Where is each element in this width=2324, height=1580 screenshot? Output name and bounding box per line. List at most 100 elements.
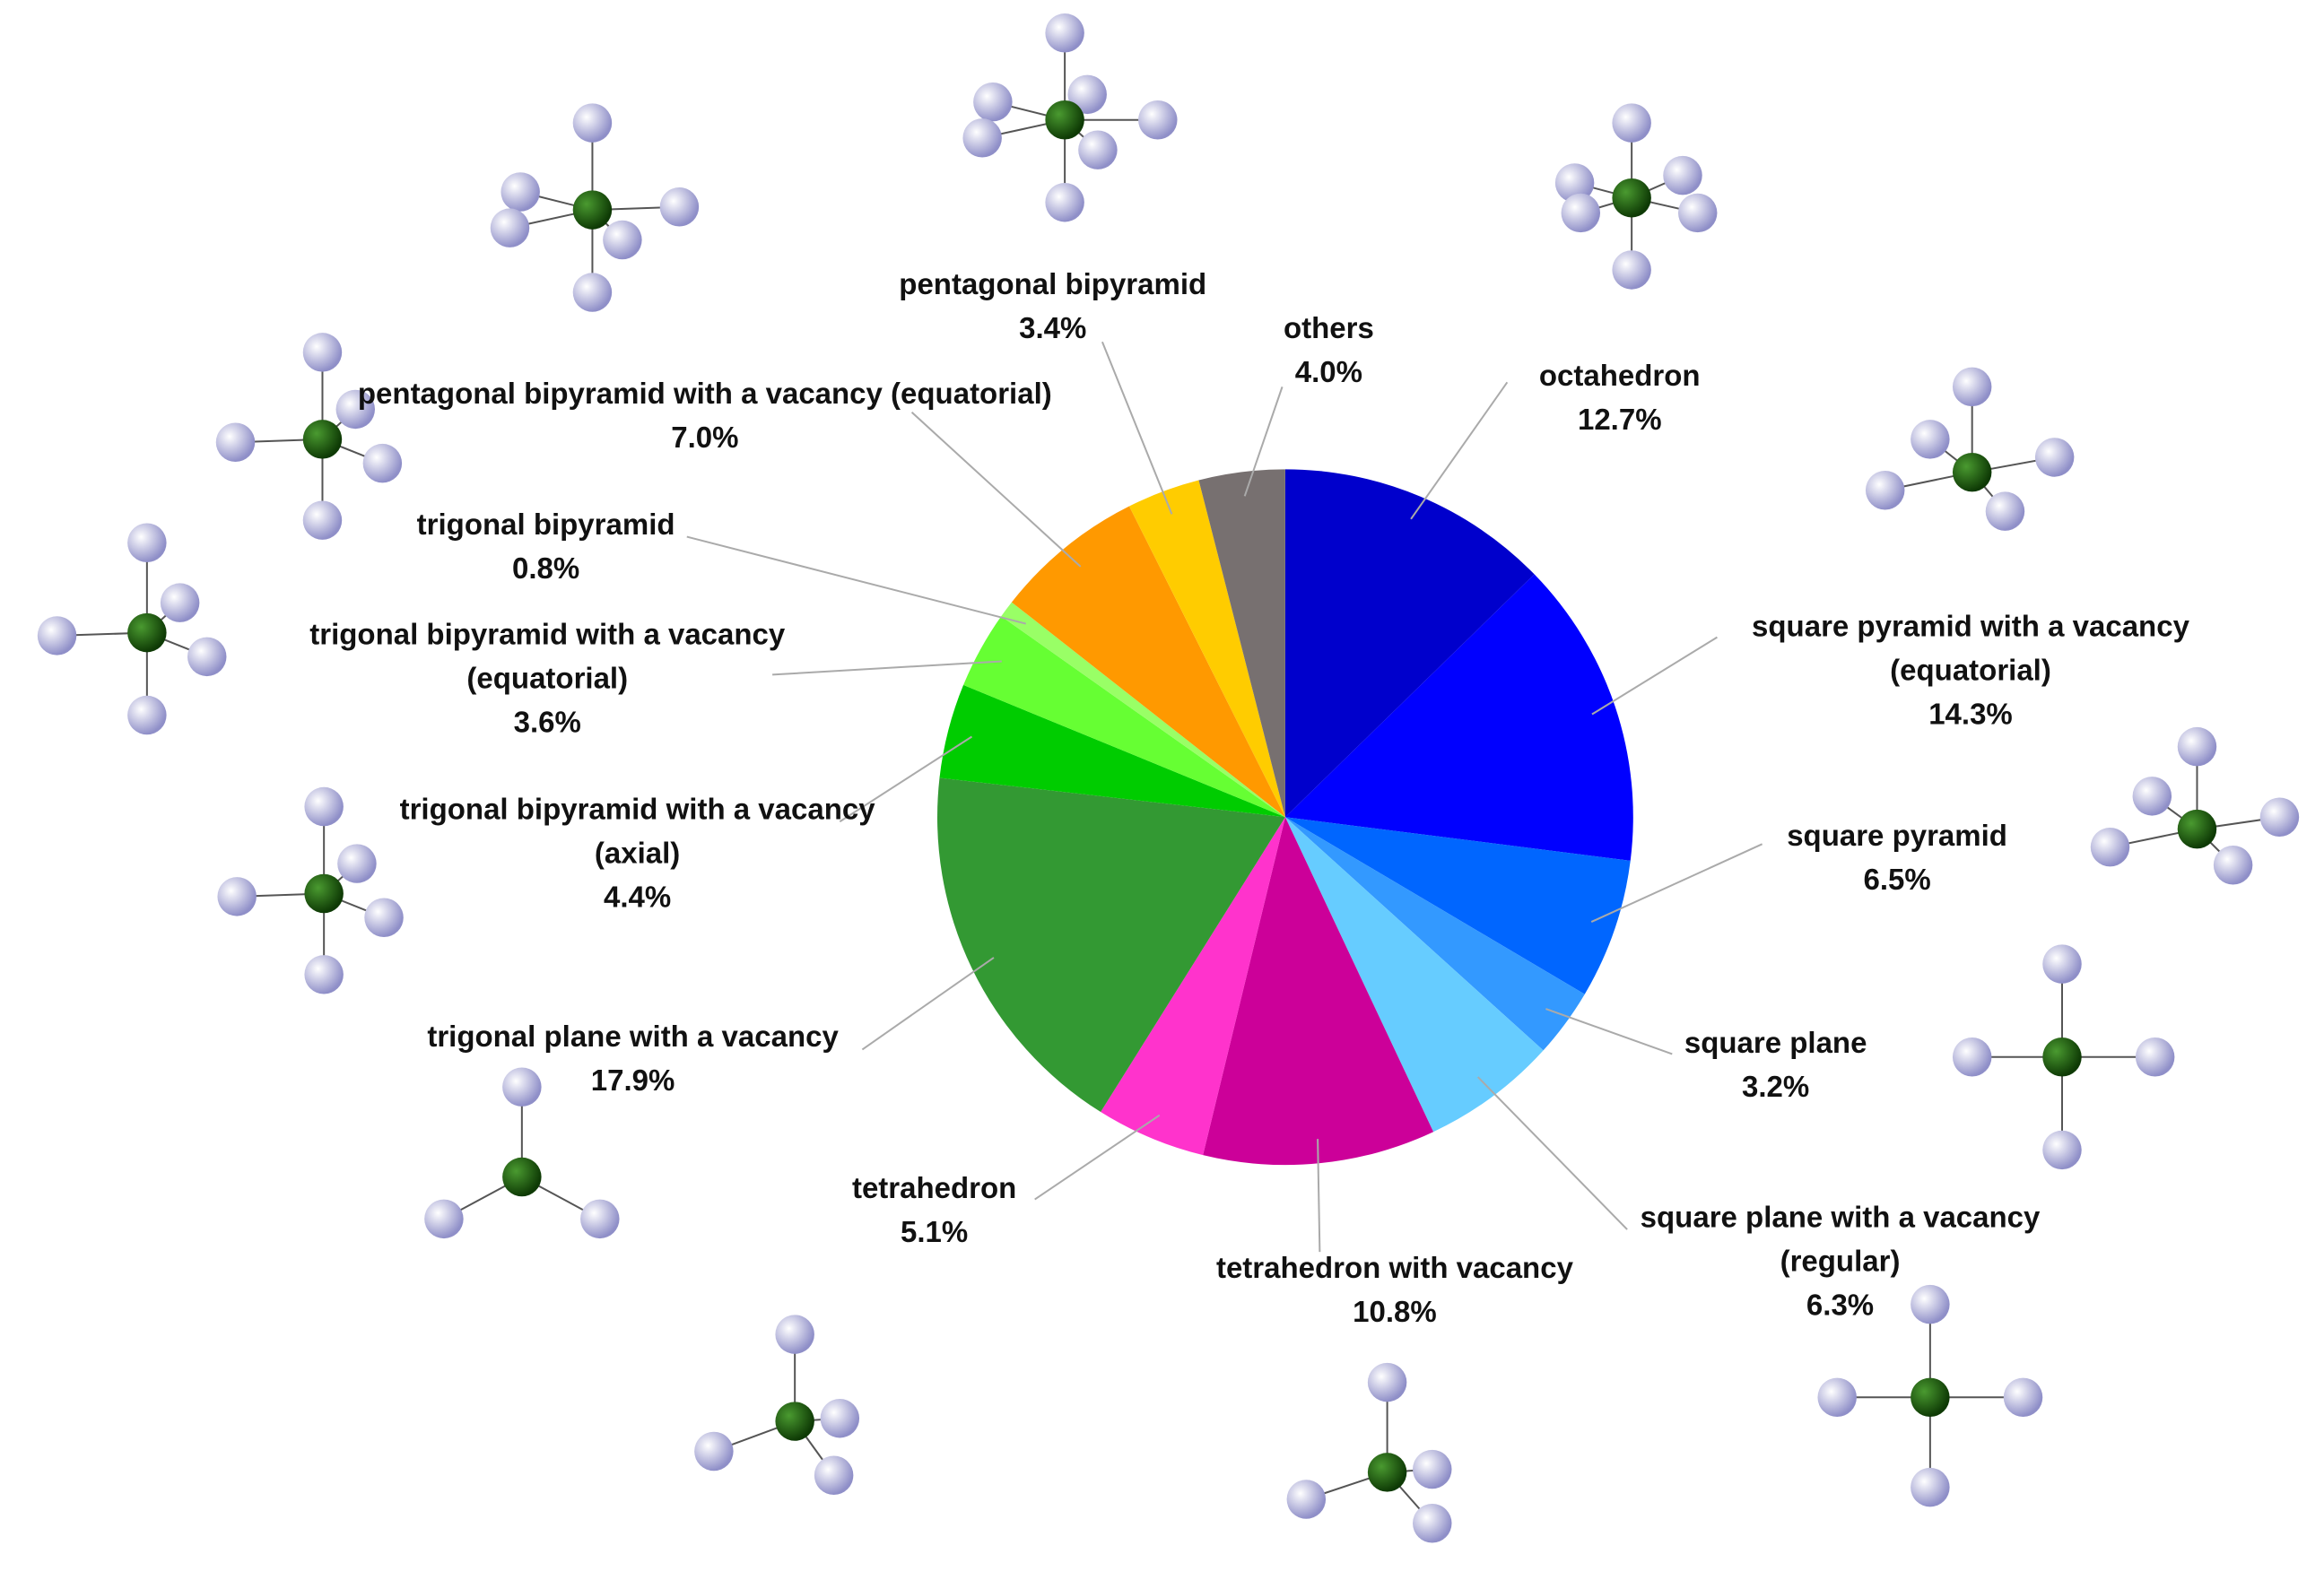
molecule (962, 13, 1178, 222)
category-label: square pyramid (1787, 819, 2007, 853)
leader-line (1591, 636, 1718, 716)
ligand-atom (1413, 1504, 1452, 1543)
ligand-atom (1865, 471, 1905, 510)
ligand-atom (1911, 1284, 1950, 1324)
ligand-atom (500, 172, 540, 212)
category-label: tetrahedron (851, 1171, 1017, 1205)
slice-label: trigonal bipyramid with a vacancy (equat… (232, 612, 862, 743)
ligand-atom (302, 333, 343, 372)
value-label: 6.3% (1806, 1288, 1875, 1322)
pie-slice (1284, 817, 1585, 1051)
pie-slice (1001, 602, 1285, 818)
ligand-atom (364, 898, 404, 937)
ligand-atom (1952, 367, 1992, 407)
ligand-atom (973, 82, 1013, 122)
ligand-atom (2213, 846, 2253, 885)
value-label: 14.3% (1928, 697, 2013, 731)
molecule (490, 103, 700, 312)
metal-atom (127, 612, 167, 653)
category-label: square pyramid with a vacancy (equatoria… (1752, 609, 2189, 687)
ligand-atom (304, 955, 344, 994)
ligand-atom (337, 844, 377, 883)
ligand-atom (814, 1455, 854, 1495)
ligand-atom (603, 220, 642, 260)
category-label: others (1283, 310, 1374, 344)
value-label: 5.1% (901, 1215, 969, 1249)
ligand-atom (335, 389, 375, 430)
ligand-atom (304, 786, 344, 827)
ligand-atom (1045, 13, 1084, 53)
ligand-atom (2042, 944, 2082, 984)
value-label: 17.9% (590, 1063, 675, 1098)
metal-atom (302, 420, 343, 459)
value-label: 4.4% (603, 880, 672, 914)
value-label: 10.8% (1353, 1294, 1437, 1328)
ligand-atom (217, 877, 257, 916)
ligand-atom (1367, 1362, 1407, 1402)
leader-line (1545, 1008, 1673, 1055)
category-label: pentagonal bipyramid with a vacancy (equ… (357, 377, 1052, 411)
leader-line (1034, 1114, 1161, 1201)
category-label: tetrahedron with vacancy (1215, 1250, 1573, 1284)
leader-line (686, 535, 1026, 625)
metal-atom (304, 873, 344, 914)
slice-label: square plane 3.2% (1625, 1020, 1925, 1108)
slice-label: trigonal bipyramid with a vacancy (axial… (397, 787, 877, 919)
ligand-atom (1985, 491, 2025, 531)
slice-label: tetrahedron 5.1% (784, 1166, 1084, 1254)
leader-line (772, 660, 1002, 676)
pie-slice (1011, 506, 1285, 818)
ligand-atom (127, 695, 167, 735)
ligand-atom (1138, 100, 1178, 140)
leader-line (910, 412, 1082, 568)
slice-label: octahedron 12.7% (1470, 353, 1770, 441)
metal-atom (502, 1157, 542, 1197)
category-label: trigonal bipyramid (416, 507, 675, 541)
ligand-atom (302, 500, 343, 540)
ligand-atom (37, 616, 77, 655)
ligand-atom (1045, 182, 1084, 222)
leader-line (1243, 386, 1284, 497)
ligand-atom (2259, 797, 2300, 837)
ligand-atom (490, 208, 530, 247)
molecule (2090, 726, 2300, 885)
ligand-atom (215, 422, 256, 462)
slice-label: pentagonal bipyramid with a vacancy (equ… (345, 371, 1066, 459)
metal-atom (1045, 100, 1084, 140)
pie-slice (1284, 817, 1544, 1133)
slice-label: trigonal bipyramid 0.8% (351, 502, 741, 590)
ligand-atom (1952, 1037, 1992, 1077)
slice-label: square pyramid with a vacancy (equatoria… (1701, 604, 2241, 736)
slice-label: square plane with a vacancy (regular) 6.3… (1585, 1195, 2094, 1327)
ligand-atom (775, 1315, 814, 1354)
slice-label: others 4.0% (1209, 306, 1449, 394)
pie-slice (937, 777, 1285, 1113)
ligand-atom (1663, 155, 1702, 195)
ligand-atom (1561, 193, 1601, 233)
ligand-atom (362, 443, 403, 483)
metal-atom (2042, 1037, 2082, 1077)
leader-line (861, 957, 995, 1051)
ligand-atom (820, 1398, 860, 1438)
ligand-atom (1911, 420, 1950, 459)
ligand-atom (2034, 438, 2075, 477)
molecule (1817, 1284, 2043, 1507)
ligand-atom (2177, 726, 2217, 767)
pie-slice (1203, 817, 1434, 1166)
ligand-atom (694, 1431, 734, 1471)
ligand-atom (2042, 1130, 2082, 1170)
ligand-atom (1078, 130, 1118, 169)
value-label: 12.7% (1577, 403, 1662, 437)
ligand-atom (1413, 1449, 1452, 1489)
molecule (1865, 367, 2075, 531)
category-label: trigonal bipyramid with a vacancy (axial… (399, 792, 875, 870)
molecule (424, 1067, 620, 1239)
ligand-atom (502, 1067, 542, 1107)
value-label: 4.0% (1294, 354, 1362, 388)
molecule (37, 523, 227, 735)
leader-line (1317, 1139, 1321, 1253)
ligand-atom (572, 273, 613, 312)
metal-atom (1952, 452, 1992, 492)
ligand-atom (1677, 193, 1718, 233)
